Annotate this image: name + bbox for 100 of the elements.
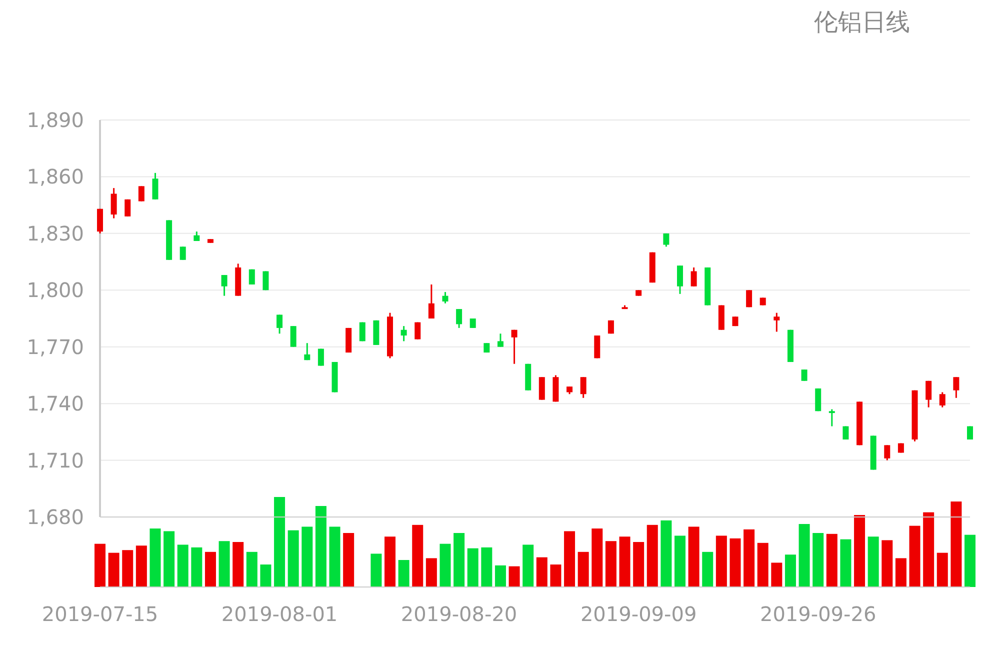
bar [315, 506, 326, 587]
bar [854, 515, 866, 587]
bar [467, 548, 478, 587]
x-tick-label: 2019-08-20 [400, 602, 518, 626]
candlestick [663, 232, 670, 248]
bar [564, 531, 576, 587]
candlestick [456, 308, 462, 329]
bar [274, 497, 286, 587]
candlestick [400, 325, 407, 342]
bar [522, 544, 534, 587]
y-tick-label: 1,800 [26, 278, 84, 302]
bar [882, 540, 893, 587]
bar [550, 564, 562, 587]
candlestick [967, 426, 973, 440]
bar [798, 524, 810, 587]
bar [936, 552, 948, 587]
y-tick-label: 1,830 [26, 221, 84, 246]
candlestick [414, 322, 421, 340]
candlestick [124, 198, 131, 218]
bar [150, 528, 161, 587]
candlestick [801, 368, 808, 382]
candlestick [276, 314, 283, 334]
candlestick [677, 264, 683, 295]
candlestick [538, 376, 545, 401]
candlestick [318, 348, 324, 367]
bar [370, 554, 382, 587]
bar [578, 552, 589, 587]
bar [633, 542, 644, 587]
bar [757, 542, 768, 587]
bar [674, 536, 686, 587]
bar [950, 502, 962, 587]
candlestick [304, 342, 310, 361]
candlestick [580, 376, 586, 399]
bar [136, 546, 147, 587]
bar [94, 544, 106, 587]
candlestick [884, 444, 890, 462]
candlestick [939, 391, 946, 408]
bar [494, 565, 506, 587]
bar [646, 524, 658, 587]
candlestick [110, 187, 117, 220]
bar [108, 552, 120, 587]
candlestick [594, 334, 600, 359]
candlestick [180, 246, 186, 261]
bar [592, 528, 603, 587]
bar [744, 529, 755, 587]
bar [923, 512, 934, 587]
bar [302, 526, 313, 587]
bar [384, 536, 396, 587]
bar [688, 526, 700, 587]
bar [508, 566, 520, 587]
y-tick-label: 1,740 [26, 392, 84, 416]
bar [619, 536, 630, 587]
y-tick-label: 1,890 [26, 108, 84, 132]
chart-title: 伦铝日线 [814, 8, 910, 36]
candlestick [97, 208, 103, 234]
candlestick [221, 274, 228, 297]
bar [784, 554, 796, 587]
bar [440, 544, 451, 587]
bar [454, 533, 465, 587]
x-tick-label: 2019-09-26 [760, 602, 876, 626]
candlestick [428, 284, 434, 320]
bar [164, 531, 175, 587]
bar [840, 539, 852, 587]
bar [812, 533, 824, 587]
bar [702, 552, 714, 587]
bar [246, 552, 258, 587]
candlestick [511, 329, 518, 365]
candlestick [842, 426, 849, 440]
bar [218, 541, 230, 587]
bar [730, 538, 741, 587]
bar [481, 547, 492, 587]
candlestick [290, 325, 296, 348]
candlestick [262, 270, 269, 291]
x-tick-label: 2019-07-15 [42, 602, 158, 626]
bar [536, 557, 548, 587]
bar [895, 558, 906, 587]
bar [191, 547, 202, 587]
candlestick [774, 312, 780, 332]
bar [412, 524, 424, 587]
bar [868, 536, 879, 587]
bar [232, 542, 244, 587]
x-tick-label: 2019-09-09 [580, 602, 697, 626]
candlestick [953, 376, 960, 399]
candlestick [138, 185, 144, 202]
y-tick-label: 1,710 [26, 448, 84, 472]
candlestick [442, 291, 448, 304]
bar [343, 533, 354, 587]
y-tick-label: 1,860 [26, 164, 84, 189]
candlestick [497, 332, 504, 348]
bar [426, 558, 437, 587]
bar [122, 550, 134, 587]
bar [909, 526, 920, 587]
candlestick [690, 266, 697, 288]
bar [826, 534, 838, 587]
bar [771, 562, 782, 587]
candlestick [152, 172, 158, 200]
bar [204, 552, 216, 587]
bar [964, 534, 976, 587]
candlestick [828, 408, 835, 428]
candlestick [248, 268, 255, 286]
